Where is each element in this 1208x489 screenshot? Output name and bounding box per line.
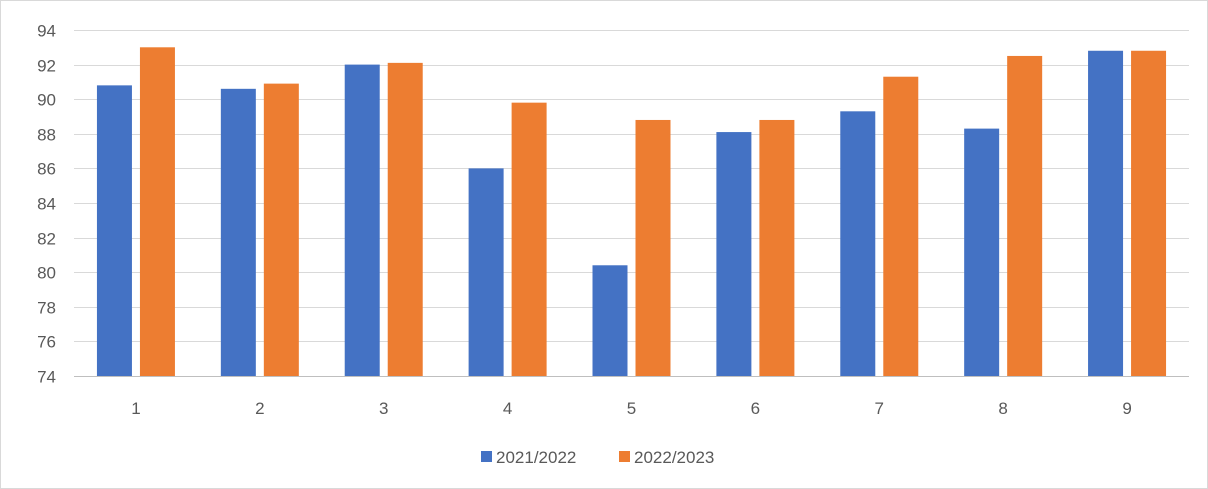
x-tick-label: 2 bbox=[255, 399, 264, 418]
y-tick-label: 94 bbox=[37, 22, 56, 41]
bar-2022-2023-3 bbox=[387, 62, 423, 377]
bar-2021-2022-2 bbox=[220, 88, 256, 376]
legend-label: 2021/2022 bbox=[496, 448, 576, 467]
legend-swatch bbox=[481, 451, 492, 462]
y-axis-tick-labels: 74 76 78 80 82 84 86 88 90 92 94 bbox=[37, 22, 56, 387]
x-tick-label: 1 bbox=[131, 399, 140, 418]
bar-2022-2023-9 bbox=[1131, 50, 1167, 376]
bar-2021-2022-9 bbox=[1088, 50, 1124, 376]
bar-2022-2023-1 bbox=[139, 47, 175, 377]
x-axis-tick-labels: 1 2 3 4 5 6 7 8 9 bbox=[131, 399, 1132, 418]
bar-2022-2023-8 bbox=[1007, 55, 1043, 376]
bar-2022-2023-6 bbox=[759, 119, 795, 377]
y-tick-label: 76 bbox=[37, 333, 56, 352]
gridlines bbox=[74, 30, 1189, 377]
bar-2021-2022-6 bbox=[716, 132, 752, 376]
y-tick-label: 88 bbox=[37, 126, 56, 145]
x-tick-label: 5 bbox=[627, 399, 636, 418]
x-tick-label: 9 bbox=[1122, 399, 1131, 418]
x-tick-label: 8 bbox=[998, 399, 1007, 418]
y-tick-label: 74 bbox=[37, 368, 56, 387]
bar-2021-2022-3 bbox=[344, 64, 380, 376]
x-tick-label: 3 bbox=[379, 399, 388, 418]
bar-2022-2023-7 bbox=[883, 76, 919, 377]
y-tick-label: 92 bbox=[37, 57, 56, 76]
legend-swatch bbox=[619, 451, 630, 462]
y-tick-label: 84 bbox=[37, 195, 56, 214]
y-tick-label: 82 bbox=[37, 230, 56, 249]
bar-2021-2022-5 bbox=[592, 265, 628, 376]
bar-2022-2023-2 bbox=[263, 83, 299, 376]
x-tick-label: 4 bbox=[503, 399, 512, 418]
y-tick-label: 80 bbox=[37, 264, 56, 283]
bar-2021-2022-4 bbox=[468, 168, 504, 376]
bars bbox=[96, 47, 1167, 377]
bar-2021-2022-7 bbox=[840, 111, 876, 376]
x-tick-label: 7 bbox=[875, 399, 884, 418]
legend-label: 2022/2023 bbox=[634, 448, 714, 467]
bar-2021-2022-8 bbox=[964, 128, 1000, 376]
y-tick-label: 86 bbox=[37, 160, 56, 179]
x-tick-label: 6 bbox=[751, 399, 760, 418]
bar-2022-2023-4 bbox=[511, 102, 547, 376]
legend: 2021/2022 2022/2023 bbox=[481, 448, 714, 467]
y-tick-label: 90 bbox=[37, 91, 56, 110]
bar-2022-2023-5 bbox=[635, 119, 671, 377]
y-tick-label: 78 bbox=[37, 299, 56, 318]
bar-2021-2022-1 bbox=[96, 85, 132, 377]
